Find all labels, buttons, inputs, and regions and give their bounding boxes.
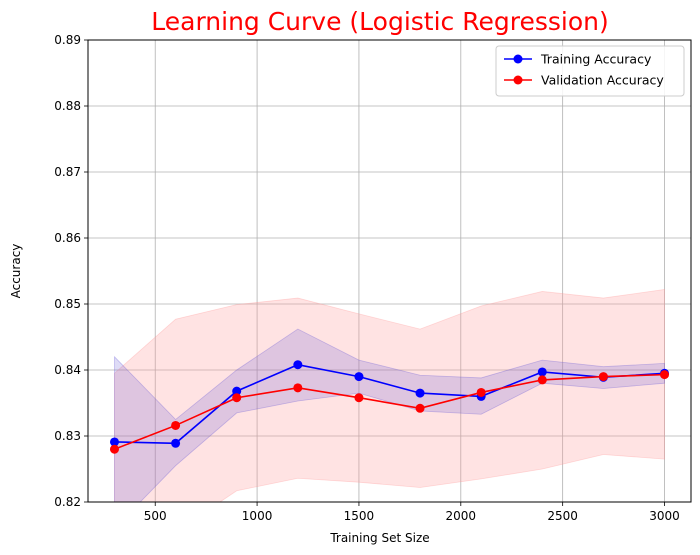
legend-marker (513, 54, 523, 64)
y-tick-label: 0.87 (54, 165, 81, 179)
y-axis-label: Accuracy (9, 244, 23, 299)
y-tick-label: 0.88 (54, 99, 81, 113)
series-line (114, 373, 665, 450)
data-point (293, 360, 303, 370)
data-point (537, 367, 547, 377)
y-tick-label: 0.85 (54, 297, 81, 311)
legend-marker (513, 75, 523, 85)
data-point (109, 437, 119, 447)
legend: Training Accuracy Validation Accuracy (495, 45, 685, 97)
series-lines (114, 363, 665, 450)
chart-title: Learning Curve (Logistic Regression) (151, 7, 609, 36)
y-tick-label: 0.86 (54, 231, 81, 245)
confidence-band (114, 289, 665, 502)
data-point (232, 393, 242, 403)
data-point (660, 370, 670, 380)
data-point (598, 372, 608, 382)
legend-label: Training Accuracy (540, 52, 652, 67)
x-axis-label: Training Set Size (329, 531, 429, 545)
legend-label: Validation Accuracy (541, 73, 664, 88)
data-point (415, 403, 425, 413)
data-point (171, 420, 181, 430)
confidence-band (114, 328, 665, 502)
x-tick-label: 2000 (446, 509, 477, 523)
data-point (232, 386, 242, 396)
y-tick-label: 0.82 (54, 495, 81, 509)
x-tick-label: 500 (144, 509, 167, 523)
plot-frame (87, 39, 692, 503)
data-point (354, 372, 364, 382)
series-points (109, 360, 670, 454)
data-point (171, 438, 181, 448)
data-point (537, 375, 547, 385)
data-point (109, 444, 119, 454)
x-tick-label: 1500 (344, 509, 375, 523)
x-tick-label: 2500 (547, 509, 578, 523)
y-tick-label: 0.83 (54, 429, 81, 443)
data-point (354, 393, 364, 403)
y-tick-label: 0.89 (54, 33, 81, 47)
data-point (415, 388, 425, 398)
x-axis-ticks: 500 1000 1500 2000 2500 3000 (144, 502, 680, 523)
confidence-bands (114, 289, 665, 502)
data-point (476, 387, 486, 397)
x-tick-label: 3000 (649, 509, 680, 523)
y-axis-ticks: 0.82 0.83 0.84 0.85 0.86 0.87 0.88 0.89 (54, 33, 88, 509)
legend-box (495, 45, 685, 97)
y-tick-label: 0.84 (54, 363, 81, 377)
x-tick-label: 1000 (242, 509, 273, 523)
data-point (293, 383, 303, 393)
series-line (114, 363, 665, 445)
